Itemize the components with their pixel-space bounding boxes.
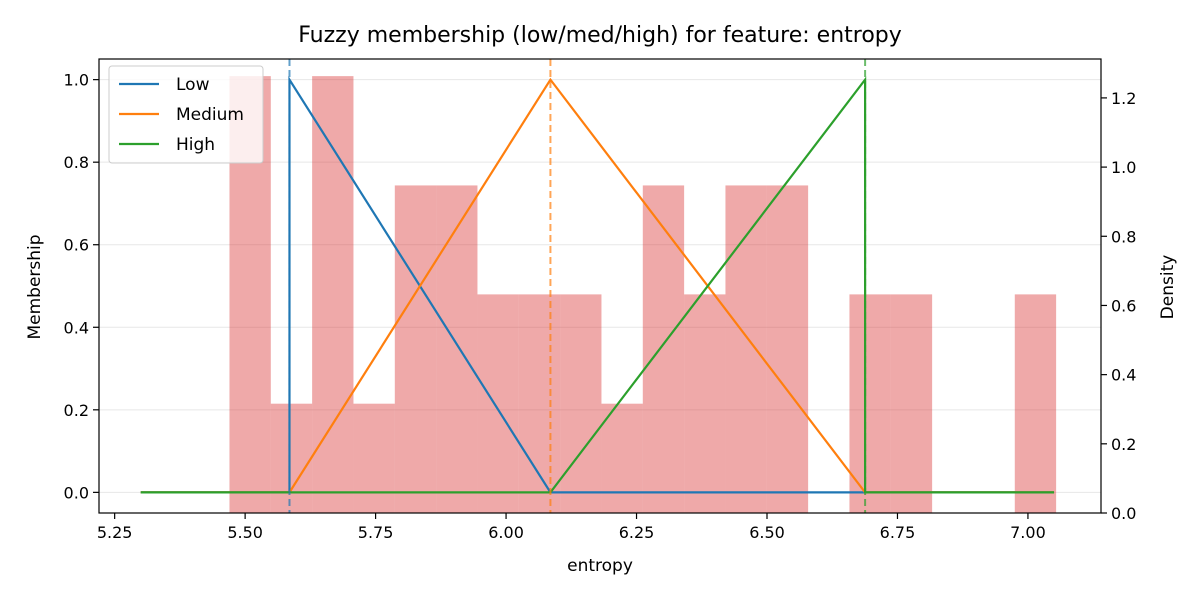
x-tick-label: 5.75 (358, 523, 394, 542)
y-right-tick-label: 0.6 (1111, 296, 1136, 315)
histogram-bar (394, 185, 437, 513)
plot-area (140, 59, 1057, 513)
histogram-bar (849, 294, 891, 513)
histogram-bar (353, 403, 395, 513)
histogram-bar (642, 185, 685, 513)
legend-box (108, 65, 264, 164)
x-tick-label: 5.25 (97, 523, 133, 542)
y-tick-label: 0.4 (64, 318, 89, 337)
x-tick-label: 6.75 (880, 523, 916, 542)
y-axis-label: Membership (25, 234, 45, 339)
x-axis-label: entropy (567, 556, 633, 576)
chart-title: Fuzzy membership (low/med/high) for feat… (298, 23, 902, 48)
x-tick-label: 6.00 (488, 523, 524, 542)
y-right-tick-label: 0.8 (1111, 227, 1136, 246)
y-tick-label: 1.0 (64, 71, 89, 90)
legend-label-high: High (176, 135, 215, 155)
y-right-tick-label: 0.0 (1111, 504, 1136, 523)
y-right-tick-label: 0.4 (1111, 366, 1136, 385)
histogram-bar (684, 294, 726, 513)
x-tick-label: 6.50 (749, 523, 785, 542)
y-right-tick-label: 1.0 (1111, 158, 1136, 177)
y-right-tick-label: 1.2 (1111, 89, 1136, 108)
y-tick-label: 0.8 (64, 153, 89, 172)
y-tick-label: 0.6 (64, 236, 89, 255)
legend-label-medium: Medium (176, 105, 244, 125)
y-right-axis-label: Density (1158, 255, 1178, 320)
histogram-bar (890, 294, 933, 513)
x-tick-label: 5.50 (227, 523, 263, 542)
histogram-bar (601, 403, 643, 513)
histogram-bar (436, 185, 478, 513)
y-right-tick-label: 0.2 (1111, 435, 1136, 454)
legend-label-low: Low (176, 75, 210, 95)
histogram-bar (518, 294, 561, 513)
histogram-bar (270, 403, 313, 513)
legend: Low Medium High (108, 65, 264, 164)
x-tick-label: 7.00 (1010, 523, 1046, 542)
series-line-high (140, 76, 1055, 494)
histogram-bar (560, 294, 602, 513)
y-tick-label: 0.2 (64, 401, 89, 420)
histogram-bar (477, 294, 519, 513)
histogram-bar (725, 185, 767, 513)
histogram-bar (766, 185, 809, 513)
histogram-bar (1014, 294, 1057, 513)
x-tick-label: 6.25 (619, 523, 655, 542)
y-tick-label: 0.0 (64, 483, 89, 502)
plot-frame (98, 58, 1102, 514)
